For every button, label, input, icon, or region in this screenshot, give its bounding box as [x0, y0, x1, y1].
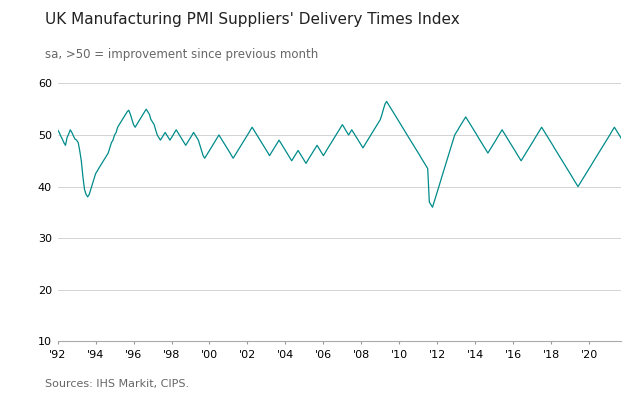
Text: UK Manufacturing PMI Suppliers' Delivery Times Index: UK Manufacturing PMI Suppliers' Delivery… [45, 12, 460, 27]
Text: Sources: IHS Markit, CIPS.: Sources: IHS Markit, CIPS. [45, 379, 189, 389]
Text: sa, >50 = improvement since previous month: sa, >50 = improvement since previous mon… [45, 48, 318, 61]
